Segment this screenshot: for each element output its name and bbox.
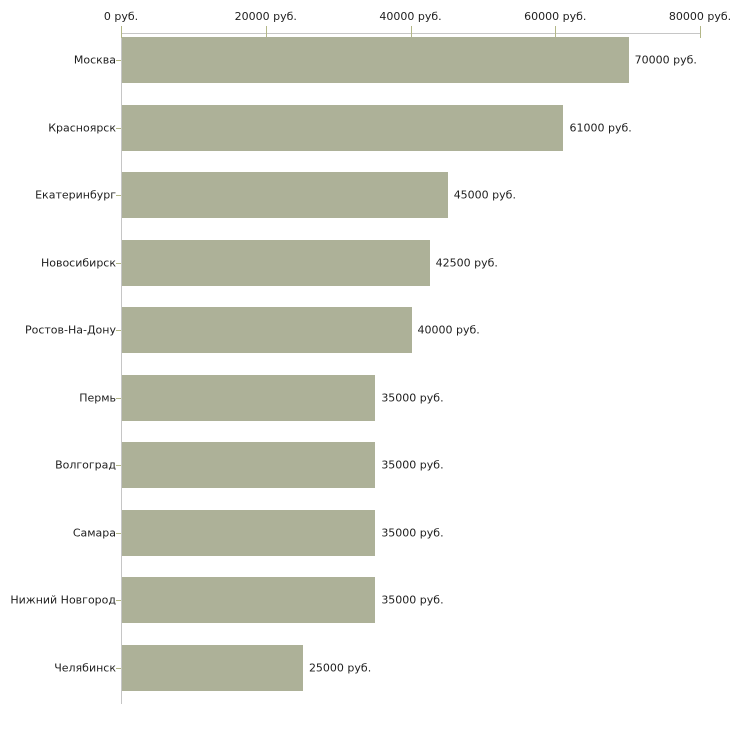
x-axis-tick-label: 0 руб. bbox=[103, 10, 139, 23]
bar bbox=[122, 442, 376, 489]
category-label: Ростов-На-Дону bbox=[24, 323, 116, 337]
category-label: Самара bbox=[72, 526, 116, 540]
bar bbox=[122, 239, 430, 286]
value-label: 35000 руб. bbox=[381, 526, 444, 540]
category-tick-mark bbox=[116, 330, 121, 332]
value-label: 25000 руб. bbox=[308, 661, 372, 675]
bar bbox=[122, 644, 303, 691]
x-axis-tick-mark bbox=[555, 26, 557, 38]
category-label: Пермь bbox=[79, 391, 116, 405]
category-tick-mark bbox=[116, 532, 121, 534]
bar bbox=[122, 374, 376, 421]
bar bbox=[122, 509, 376, 556]
category-tick-mark bbox=[116, 397, 121, 399]
value-label: 42500 руб. bbox=[435, 256, 498, 270]
value-label: 45000 руб. bbox=[453, 188, 516, 202]
x-axis-tick-mark bbox=[410, 26, 412, 38]
category-label: Москва bbox=[73, 53, 116, 67]
x-axis-tick-label: 80000 руб. bbox=[668, 10, 730, 23]
category-tick-mark bbox=[116, 465, 121, 467]
bar bbox=[122, 37, 629, 84]
category-label: Волгоград bbox=[55, 458, 116, 472]
category-tick-mark bbox=[116, 667, 121, 669]
value-label: 40000 руб. bbox=[417, 323, 480, 337]
bar bbox=[122, 577, 376, 624]
x-axis-tick-label: 40000 руб. bbox=[379, 10, 442, 23]
x-axis-tick-mark bbox=[265, 26, 267, 38]
x-axis-tick-label: 20000 руб. bbox=[234, 10, 297, 23]
category-tick-mark bbox=[116, 127, 121, 129]
category-label: Новосибирск bbox=[40, 256, 116, 270]
value-label: 35000 руб. bbox=[381, 458, 444, 472]
value-label: 35000 руб. bbox=[381, 391, 444, 405]
category-tick-mark bbox=[116, 60, 121, 62]
value-label: 35000 руб. bbox=[381, 593, 444, 607]
x-axis-tick-label: 60000 руб. bbox=[524, 10, 587, 23]
category-tick-mark bbox=[116, 600, 121, 602]
value-label: 61000 руб. bbox=[569, 121, 632, 135]
value-label: 70000 руб. bbox=[634, 53, 697, 67]
bar bbox=[122, 172, 448, 219]
category-label: Челябинск bbox=[54, 661, 116, 675]
category-label: Нижний Новгород bbox=[10, 593, 116, 607]
category-tick-mark bbox=[116, 195, 121, 197]
x-axis-tick-mark bbox=[700, 26, 701, 38]
x-axis-tick-mark bbox=[121, 26, 122, 38]
bar bbox=[122, 104, 564, 151]
category-tick-mark bbox=[116, 262, 121, 264]
category-label: Красноярск bbox=[48, 121, 116, 135]
bar bbox=[122, 307, 412, 354]
category-label: Екатеринбург bbox=[35, 188, 116, 202]
